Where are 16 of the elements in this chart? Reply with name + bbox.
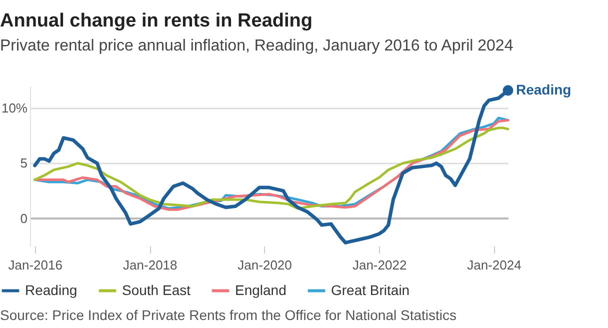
x-tick-label: Jan-2024 xyxy=(467,258,522,272)
y-tick-label: 0 xyxy=(20,210,28,226)
y-tick-label: 10% xyxy=(1,100,28,116)
legend-label: Great Britain xyxy=(331,282,410,298)
chart-title: Annual change in rents in Reading xyxy=(0,10,312,32)
y-tick-label: 5 xyxy=(20,156,28,171)
x-tick-label: Jan-2022 xyxy=(352,258,407,272)
x-tick-label: Jan-2020 xyxy=(238,258,292,272)
annotation: Reading xyxy=(516,81,572,98)
legend-label: Reading xyxy=(25,282,78,298)
chart-subtitle: Private rental price annual inflation, Reading, January 2016 to April 2024 xyxy=(0,37,514,54)
legend-label: South East xyxy=(122,282,191,298)
x-tick-label: Jan-2016 xyxy=(8,258,62,272)
x-tick-label: Jan-2018 xyxy=(123,258,178,272)
legend-label: England xyxy=(235,282,286,298)
source-note: Source: Price Index of Private Rents from the Office for National Statistics xyxy=(0,307,456,323)
